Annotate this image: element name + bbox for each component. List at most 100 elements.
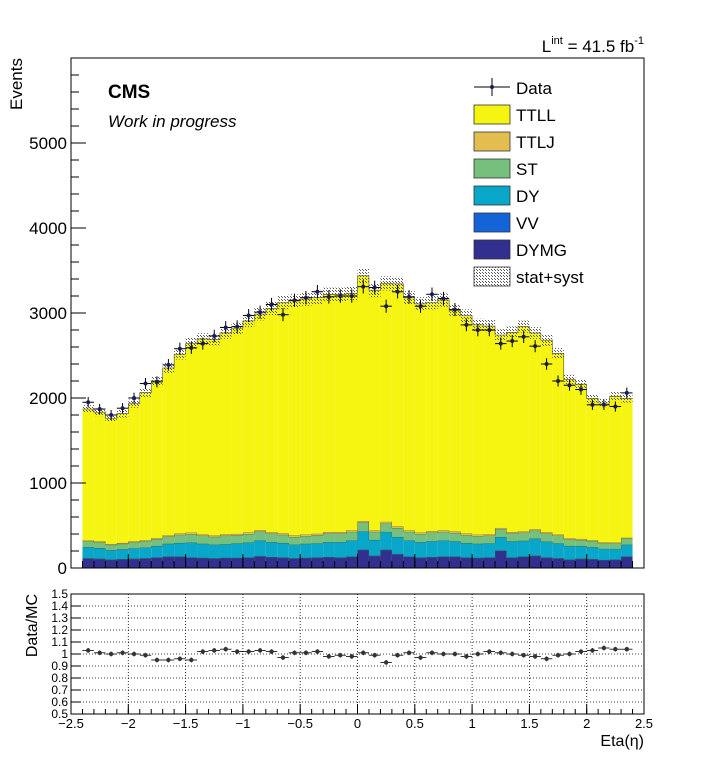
ratio-point (609, 646, 622, 652)
ratio-marker (269, 649, 274, 654)
data-point (506, 334, 518, 348)
bar-dy (391, 536, 404, 554)
data-marker (212, 333, 217, 338)
ratio-point (311, 649, 324, 654)
bar-ttlj (437, 530, 450, 532)
ratio-grid (70, 593, 645, 715)
ratio-marker (475, 651, 481, 657)
bar-dy (598, 548, 610, 560)
data-marker (177, 346, 182, 351)
bar-dy (540, 541, 553, 558)
ratio-marker (510, 651, 515, 657)
bar-dymg (506, 557, 518, 568)
ratio-point (403, 650, 415, 656)
bar-ttll (357, 275, 369, 521)
bar-ttll (82, 409, 94, 541)
data-marker (109, 413, 114, 417)
bar-dy (334, 542, 347, 558)
bar-st (472, 536, 484, 544)
ratio-marker (326, 654, 332, 659)
ratio-point (357, 650, 369, 656)
bar-ttll (334, 294, 347, 533)
data-point (460, 318, 473, 332)
legend-label: stat+syst (516, 268, 584, 287)
legend-label: DYMG (516, 241, 567, 260)
legend-item: Data (474, 78, 552, 98)
ratio-y-tick-label: 1.5 (51, 587, 68, 601)
uncertainty-bin (586, 394, 599, 403)
bar-ttll (414, 303, 427, 533)
bar-ttlj (334, 532, 347, 534)
data-marker (395, 289, 400, 294)
bar-st (357, 522, 369, 532)
bar-ttll (621, 398, 633, 538)
bar-st (483, 535, 496, 544)
bar-dy (197, 543, 209, 558)
bar-st (116, 543, 129, 550)
data-marker (498, 341, 503, 346)
bar-ttlj (472, 534, 484, 537)
bar-dymg (197, 558, 209, 568)
data-marker (361, 284, 366, 289)
data-point (288, 293, 301, 307)
bar-ttlj (426, 531, 438, 533)
bar-ttll (495, 335, 507, 528)
ratio-point (219, 646, 232, 652)
legend-swatch-hatch (473, 266, 511, 287)
ratio-point (151, 657, 163, 663)
bar-ttll (437, 300, 450, 531)
bar-ttll (517, 326, 530, 532)
bar-dy (368, 539, 381, 556)
bar-dymg (391, 554, 404, 568)
data-point (105, 409, 117, 421)
bar-ttll (449, 310, 461, 532)
legend-item: TTLJ (473, 131, 555, 152)
bar-ttlj (185, 532, 198, 534)
bar-dymg (426, 557, 438, 569)
data-point (357, 279, 369, 294)
uncertainty-bin (139, 388, 152, 398)
ratio-point (391, 652, 404, 658)
uncertainty-bin (506, 326, 518, 339)
bar-dymg (609, 559, 622, 568)
bar-st (552, 535, 564, 544)
bar-dy (586, 547, 599, 560)
legend-swatch (473, 104, 511, 125)
ratio-marker (624, 647, 630, 652)
ratio-point (460, 654, 473, 659)
bar-st (380, 523, 392, 532)
data-marker (601, 402, 606, 407)
bar-st (586, 541, 599, 548)
bar-dy (139, 547, 152, 559)
uncertainty-bin (540, 334, 553, 346)
ratio-y-tick-label: 1 (61, 647, 68, 661)
legend-data-marker (490, 85, 494, 89)
uncertainty-bin (460, 309, 473, 322)
bar-ttlj (254, 530, 266, 532)
lumi-text: Lint = 41.5 fb-1 (542, 35, 644, 56)
legend-label: ST (516, 160, 538, 179)
bar-dymg (575, 559, 587, 568)
ratio-panel: 0.50.60.70.80.911.11.21.31.41.5−2.5 −2 −1.… (51, 587, 653, 731)
ratio-point (197, 649, 209, 654)
data-marker (223, 325, 228, 330)
bar-st (265, 533, 278, 543)
legend-label: VV (516, 214, 539, 233)
ratio-point (139, 652, 152, 658)
bar-ttll (219, 332, 232, 535)
data-point (162, 359, 175, 371)
data-marker (166, 362, 171, 367)
bar-dy (82, 547, 94, 559)
ratio-x-tick-label: 0.5 (406, 716, 424, 731)
bar-dymg (414, 557, 427, 568)
bar-dymg (82, 558, 94, 568)
bar-ttlj (540, 532, 553, 534)
bar-dy (357, 531, 369, 550)
data-marker (452, 307, 457, 312)
bar-dymg (368, 556, 381, 568)
bar-st (368, 531, 381, 540)
uncertainty-bin (609, 392, 622, 401)
data-marker (326, 294, 331, 299)
bar-dymg (162, 556, 175, 568)
uncertainty-bin (357, 268, 369, 284)
